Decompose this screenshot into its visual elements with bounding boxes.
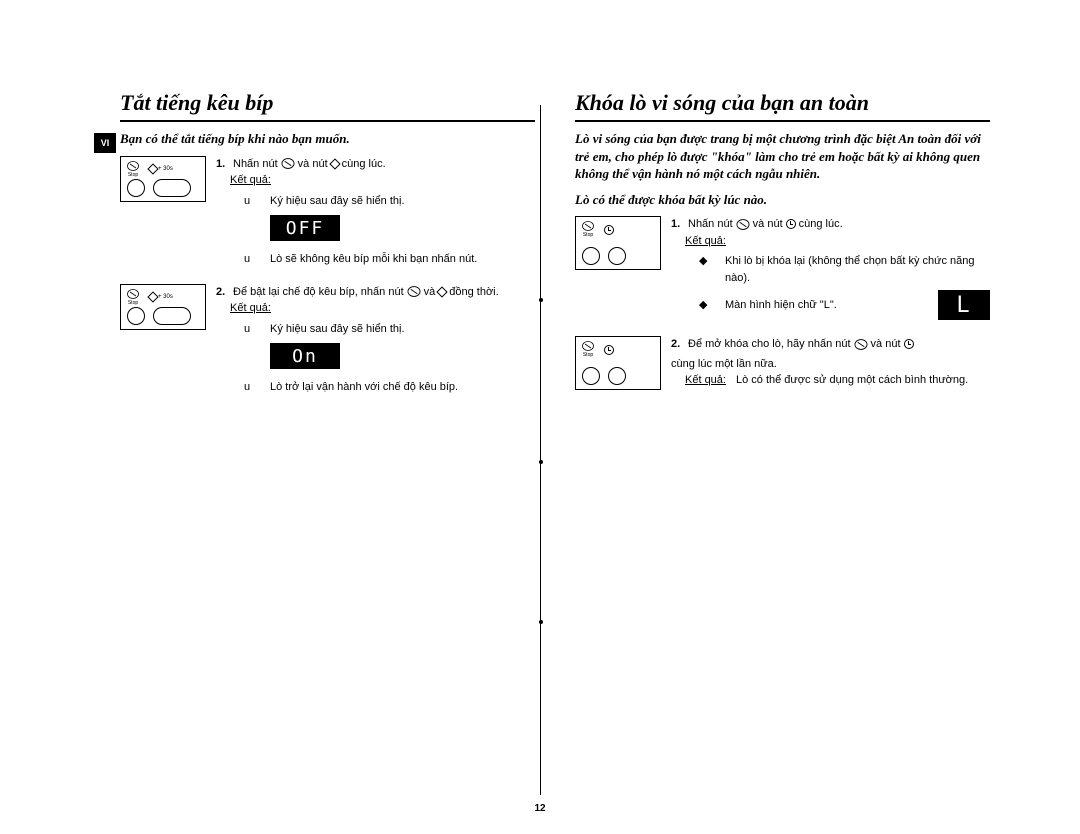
stop-icon bbox=[127, 289, 139, 299]
bullet: u bbox=[244, 193, 254, 210]
bullet-diamond: ◆ bbox=[699, 253, 709, 270]
divider-dot bbox=[539, 460, 543, 464]
stop-label: Stop bbox=[128, 172, 138, 178]
step-text: 1. Nhấn nút và nút cùng lúc. Kết quả: ◆K… bbox=[671, 216, 990, 324]
section-subtitle: Bạn có thể tắt tiếng bíp khi nào bạn muố… bbox=[120, 130, 535, 148]
section-title: Khóa lò vi sóng của bạn an toàn bbox=[575, 90, 990, 116]
plus30s-icon: + 30s bbox=[149, 165, 173, 173]
stop-icon bbox=[736, 219, 750, 230]
button-circle bbox=[127, 179, 145, 197]
clock-icon bbox=[904, 339, 914, 349]
control-panel-diagram: Stop + 30s bbox=[120, 156, 206, 202]
divider-dot bbox=[539, 620, 543, 624]
display-l: L bbox=[938, 290, 990, 320]
plus30s-icon: + 30s bbox=[149, 293, 173, 301]
section-title: Tắt tiếng kêu bíp bbox=[120, 90, 535, 116]
left-column: Tắt tiếng kêu bíp Bạn có thể tắt tiếng b… bbox=[120, 90, 535, 412]
clock-icon bbox=[604, 345, 614, 355]
stop-icon bbox=[127, 161, 139, 171]
stop-icon bbox=[582, 341, 594, 351]
step-text: 1. Nhấn nút và nút cùng lúc. Kết quả: uK… bbox=[216, 156, 535, 272]
diamond-icon bbox=[331, 160, 339, 168]
stop-icon bbox=[281, 158, 295, 169]
stop-icon bbox=[582, 221, 594, 231]
control-panel-diagram: Stop bbox=[575, 336, 661, 390]
control-panel-diagram: Stop bbox=[575, 216, 661, 270]
button-pill bbox=[153, 179, 191, 197]
step-1: Stop 1. Nhấn nút và nút bbox=[575, 216, 990, 324]
step-text: 2. Để bật lại chế độ kêu bíp, nhấn nút v… bbox=[216, 284, 535, 400]
result-label: Kết quả: bbox=[685, 372, 726, 389]
result-label: Kết quả: bbox=[685, 233, 990, 250]
title-rule bbox=[575, 120, 990, 122]
column-divider bbox=[540, 90, 542, 794]
manual-page: VI Tắt tiếng kêu bíp Bạn có thể tắt tiến… bbox=[0, 0, 1080, 834]
step-2: Stop 2. Để mở khóa cho lò, hãy nhấn nút bbox=[575, 336, 990, 390]
stop-icon bbox=[407, 286, 421, 297]
step-2: Stop + 30s 2. Để bật bbox=[120, 284, 535, 400]
divider-line bbox=[540, 105, 541, 795]
clock-icon bbox=[786, 219, 796, 229]
bullet-diamond: ◆ bbox=[699, 297, 709, 314]
title-rule bbox=[120, 120, 535, 122]
stop-icon bbox=[854, 339, 868, 350]
divider-dot bbox=[539, 298, 543, 302]
clock-icon bbox=[604, 225, 614, 235]
bullet: u bbox=[244, 379, 254, 396]
step-1: Stop + 30s 1. Nhấn n bbox=[120, 156, 535, 272]
result-label: Kết quả: bbox=[230, 300, 535, 317]
diamond-icon bbox=[438, 288, 446, 296]
step-text: 2. Để mở khóa cho lò, hãy nhấn nút và nú… bbox=[671, 336, 990, 389]
control-panel-diagram: Stop + 30s bbox=[120, 284, 206, 330]
bullet: u bbox=[244, 321, 254, 338]
display-off: OFF bbox=[270, 215, 340, 241]
result-label: Kết quả: bbox=[230, 172, 535, 189]
section-subtitle: Lò có thể được khóa bất kỳ lúc nào. bbox=[575, 191, 990, 209]
intro-text: Lò vi sóng của bạn được trang bị một chư… bbox=[575, 130, 990, 183]
page-number: 12 bbox=[0, 803, 1080, 814]
display-on: On bbox=[270, 343, 340, 369]
right-column: Khóa lò vi sóng của bạn an toàn Lò vi só… bbox=[575, 90, 990, 412]
bullet: u bbox=[244, 251, 254, 268]
